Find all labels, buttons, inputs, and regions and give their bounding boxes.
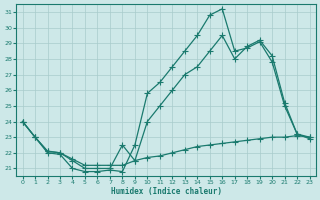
X-axis label: Humidex (Indice chaleur): Humidex (Indice chaleur) [111, 187, 221, 196]
